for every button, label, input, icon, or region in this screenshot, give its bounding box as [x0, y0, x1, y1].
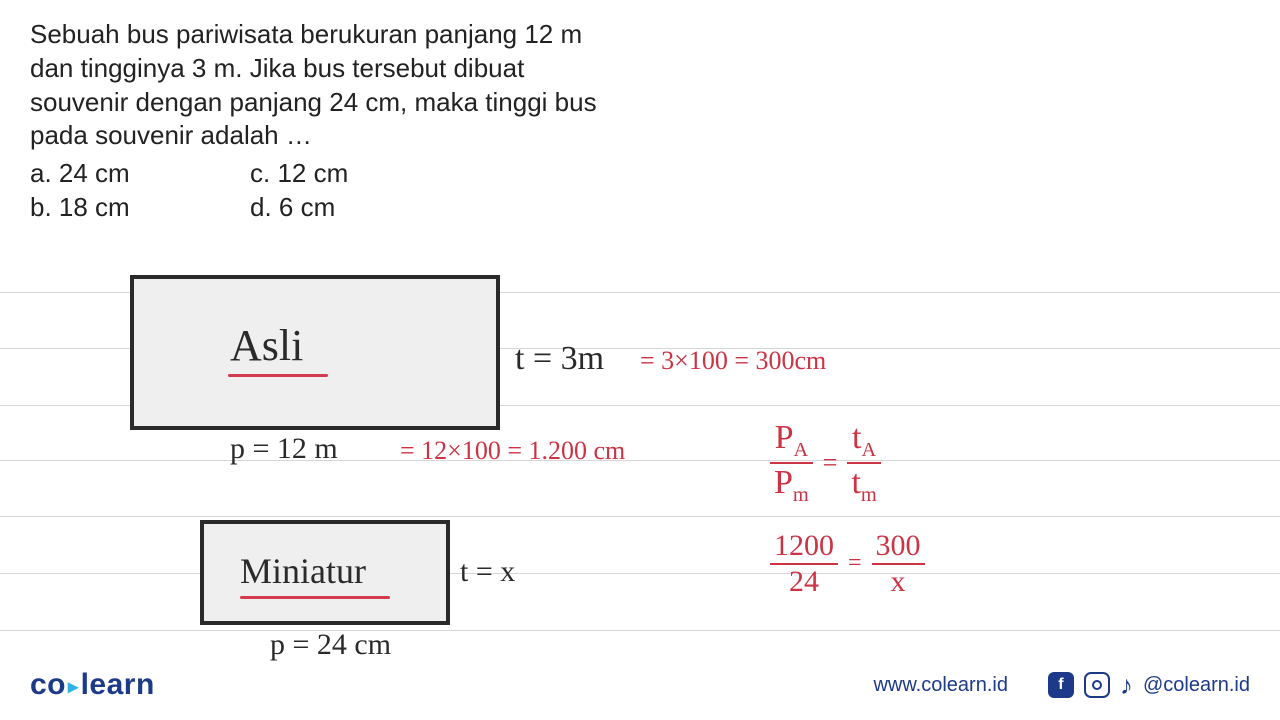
- den-24: 24: [770, 563, 838, 598]
- label-asli: Asli: [230, 320, 303, 371]
- gridline: [0, 630, 1280, 631]
- equation-ratio: PA Pm = tA tm: [770, 420, 881, 506]
- box-asli: [130, 275, 500, 430]
- den-pm: P: [774, 464, 793, 501]
- asli-height-red: = 3×100 = 300cm: [640, 346, 826, 376]
- logo-co: co: [30, 668, 66, 701]
- answer-c: c. 12 cm: [250, 157, 348, 191]
- equals-sign: =: [823, 448, 838, 478]
- num-1200: 1200: [770, 530, 838, 563]
- mini-length: p = 24 cm: [270, 628, 391, 662]
- logo-dot-icon: ▸: [68, 676, 79, 698]
- footer-url[interactable]: www.colearn.id: [873, 674, 1008, 697]
- equals-sign-2: =: [848, 550, 862, 577]
- answer-d: d. 6 cm: [250, 191, 348, 225]
- frac-300-x: 300 x: [872, 530, 925, 597]
- asli-length-red: = 12×100 = 1.200 cm: [400, 436, 625, 466]
- underline-asli: [228, 374, 328, 377]
- gridline: [0, 573, 1280, 574]
- frac-ta-tm: tA tm: [847, 420, 880, 506]
- sub-a2: A: [861, 439, 876, 461]
- sub-m: m: [793, 484, 809, 506]
- facebook-icon[interactable]: f: [1048, 672, 1074, 698]
- asli-height-black: t = 3m: [515, 340, 604, 378]
- den-x: x: [872, 563, 925, 598]
- footer: co▸learn www.colearn.id f ♪ @colearn.id: [0, 668, 1280, 702]
- answer-b: b. 18 cm: [30, 191, 250, 225]
- equation-numeric: 1200 24 = 300 x: [770, 530, 925, 597]
- logo: co▸learn: [30, 668, 155, 702]
- mini-height: t = x: [460, 555, 515, 589]
- answer-a: a. 24 cm: [30, 157, 250, 191]
- num-300: 300: [872, 530, 925, 563]
- label-miniatur: Miniatur: [240, 550, 366, 592]
- question-block: Sebuah bus pariwisata berukuran panjang …: [30, 18, 620, 225]
- gridline: [0, 460, 1280, 461]
- question-text: Sebuah bus pariwisata berukuran panjang …: [30, 18, 620, 153]
- num-pa: P: [775, 419, 794, 456]
- gridline: [0, 516, 1280, 517]
- sub-a: A: [793, 439, 808, 461]
- frac-pa-pm: PA Pm: [770, 420, 813, 506]
- frac-1200-24: 1200 24: [770, 530, 838, 597]
- instagram-icon[interactable]: [1084, 672, 1110, 698]
- social-handle[interactable]: @colearn.id: [1143, 674, 1250, 697]
- social-icons: f ♪ @colearn.id: [1048, 670, 1250, 701]
- sub-m2: m: [861, 484, 877, 506]
- tiktok-icon[interactable]: ♪: [1120, 670, 1133, 701]
- den-tm: t: [851, 464, 860, 501]
- logo-learn: learn: [81, 668, 155, 701]
- asli-length-black: p = 12 m: [230, 432, 338, 466]
- answers: a. 24 cm b. 18 cm c. 12 cm d. 6 cm: [30, 157, 620, 225]
- underline-miniatur: [240, 596, 390, 599]
